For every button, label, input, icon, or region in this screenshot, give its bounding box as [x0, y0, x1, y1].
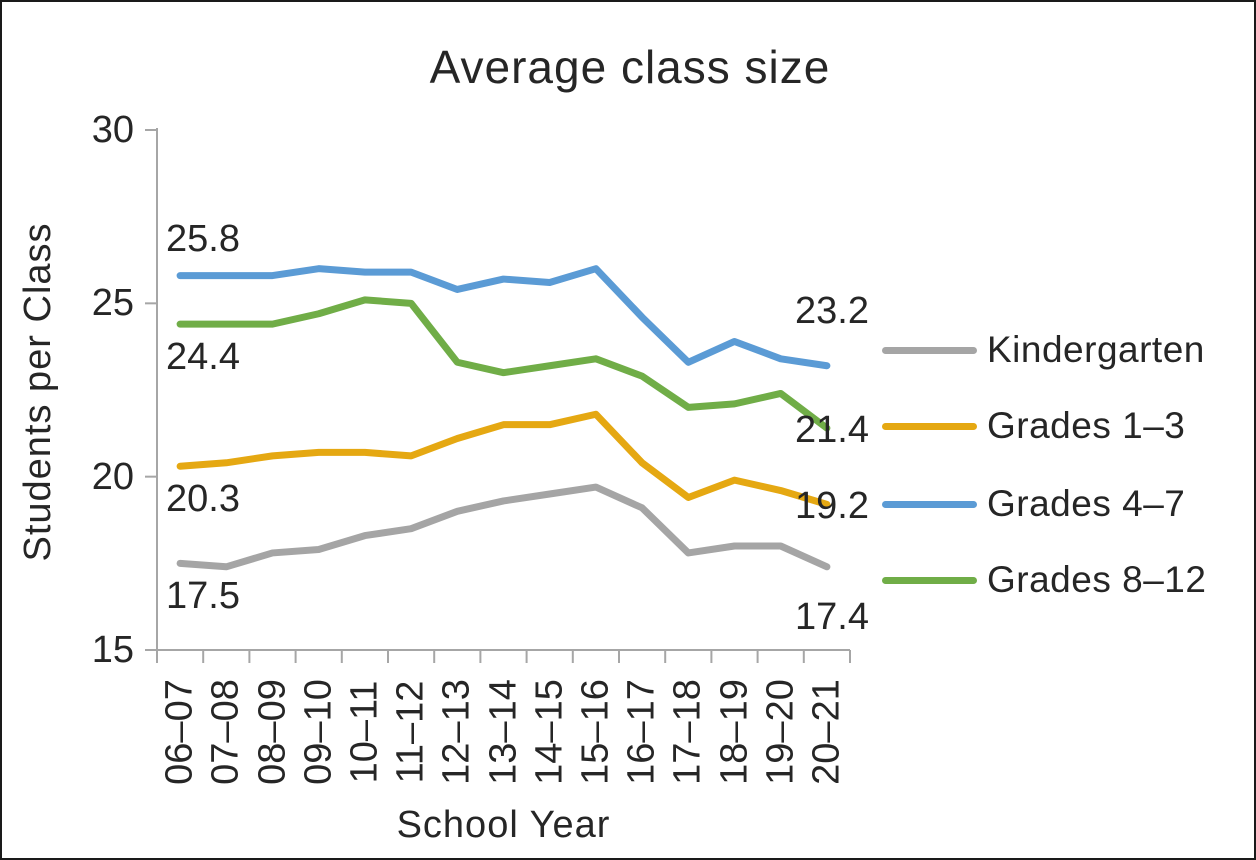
x-tick-label: 12–13 [435, 679, 478, 785]
y-tick-label: 30 [91, 109, 134, 151]
y-tick-label: 25 [91, 282, 134, 325]
legend-label-grades-4-7: Grades 4–7 [987, 483, 1186, 524]
legend-swatch-kindergarten [882, 347, 977, 354]
x-tick-label: 18–19 [713, 679, 755, 785]
data-label-grades-1-3-last: 19.2 [795, 485, 869, 528]
data-label-kindergarten-first: 17.5 [166, 575, 240, 618]
x-tick-label: 19–20 [759, 679, 802, 785]
legend-label-grades-1-3: Grades 1–3 [987, 405, 1186, 446]
legend-swatch-grades-4-7 [882, 501, 977, 508]
x-tick-label: 16–17 [620, 679, 663, 785]
series-line-grades-1-3 [176, 410, 831, 508]
series-line-kindergarten [176, 483, 831, 571]
x-tick-label: 15–16 [574, 679, 617, 785]
data-label-grades-4-7-last: 23.2 [795, 289, 869, 332]
data-label-kindergarten-last: 17.4 [795, 595, 869, 638]
x-tick-label: 20–21 [805, 679, 848, 785]
legend-label-kindergarten: Kindergarten [987, 329, 1205, 370]
data-label-grades-8-12-last: 21.4 [795, 409, 869, 452]
x-tick-label: 14–15 [528, 679, 571, 785]
x-tick-label: 07–08 [204, 679, 247, 785]
legend-swatch-grades-8-12 [882, 577, 977, 584]
data-label-grades-4-7-first: 25.8 [166, 217, 240, 260]
x-tick-label: 13–14 [482, 679, 524, 785]
x-tick-label: 11–12 [389, 680, 432, 784]
data-label-grades-1-3-first: 20.3 [166, 478, 240, 521]
legend-label-grades-8-12: Grades 8–12 [987, 559, 1207, 600]
data-label-grades-8-12-first: 24.4 [166, 336, 240, 379]
legend-swatch-grades-1-3 [882, 423, 977, 430]
x-axis-title: School Year [396, 804, 611, 846]
y-tick-label: 20 [91, 455, 134, 498]
y-tick-label: 15 [91, 629, 134, 671]
x-tick-label: 08–09 [251, 679, 293, 785]
x-tick-label: 17–18 [666, 679, 709, 785]
x-tick-label: 09–10 [297, 679, 340, 785]
x-tick-label: 10–11 [343, 680, 386, 784]
series-line-grades-4-7 [176, 265, 831, 370]
x-tick-label: 06–07 [158, 679, 201, 785]
series-line-grades-8-12 [176, 296, 831, 432]
chart-title: Average class size [429, 41, 831, 93]
